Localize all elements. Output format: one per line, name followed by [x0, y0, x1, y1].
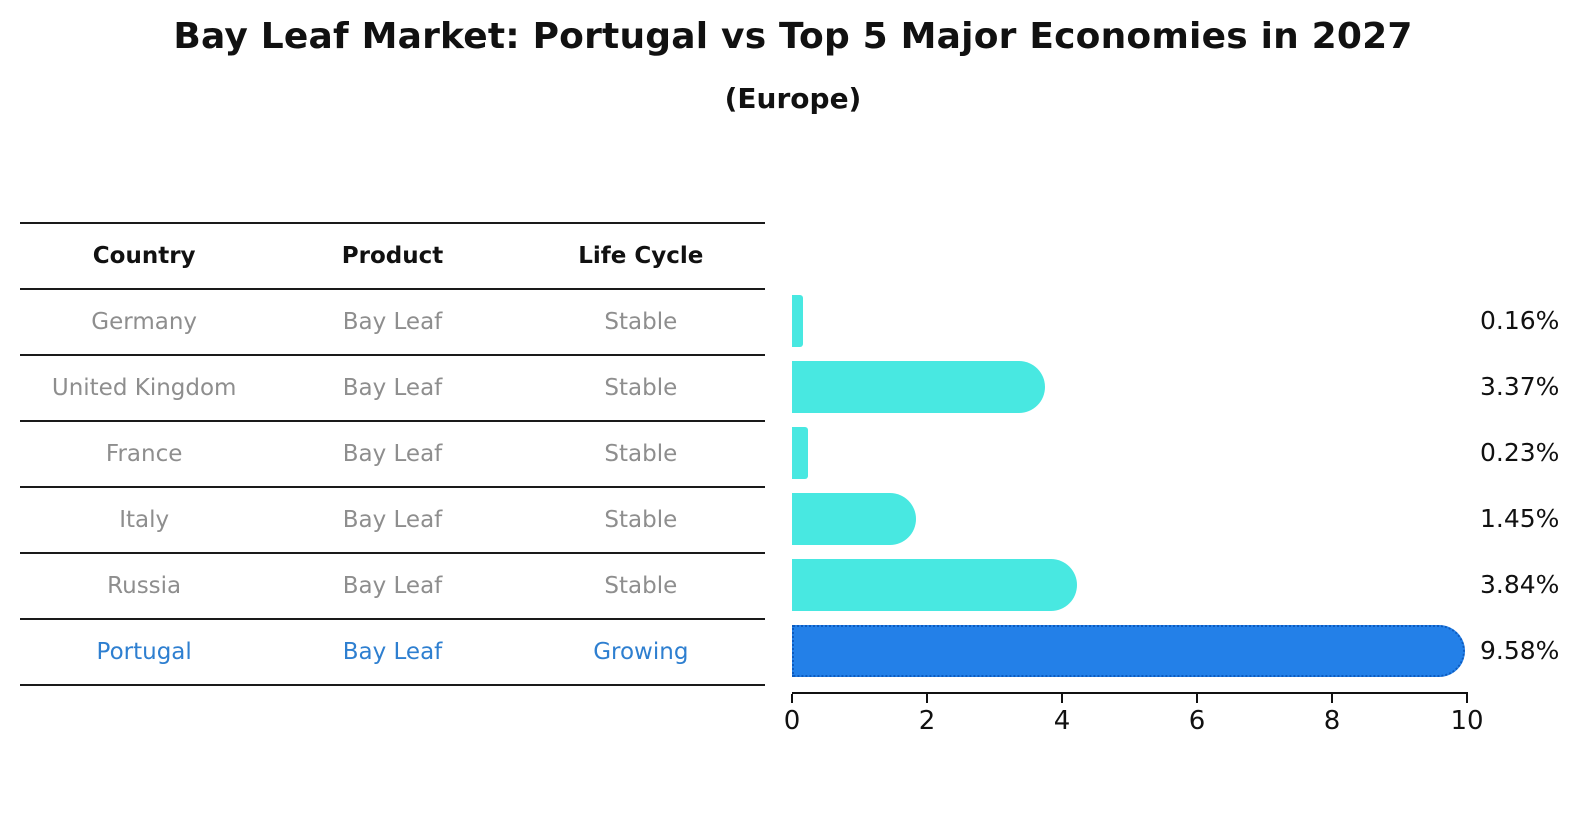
bar-value-label-united-kingdom: 3.37% [1480, 372, 1560, 401]
x-axis-tick-8 [1331, 694, 1333, 703]
cell-country: United Kingdom [51, 375, 237, 401]
bar-value-label-italy: 1.45% [1480, 504, 1560, 533]
cell-life-cycle: Stable [604, 441, 678, 467]
cell-country: Portugal [96, 639, 192, 665]
table-header-row: Country Product Life Cycle [20, 224, 765, 290]
column-header-product: Product [341, 243, 444, 269]
cell-product: Bay Leaf [342, 441, 443, 467]
x-axis-tick-6 [1196, 694, 1198, 703]
table-row-russia: Russia Bay Leaf Stable [20, 554, 765, 620]
column-header-country: Country [92, 243, 196, 269]
cell-product: Bay Leaf [342, 639, 443, 665]
column-header-life-cycle: Life Cycle [578, 243, 704, 269]
x-axis-tick-4 [1061, 694, 1063, 703]
chart-subtitle: (Europe) [724, 82, 862, 115]
x-axis-tick-2 [926, 694, 928, 703]
cell-country: Germany [91, 309, 198, 335]
cell-product: Bay Leaf [342, 573, 443, 599]
cell-product: Bay Leaf [342, 375, 443, 401]
table-row-italy: Italy Bay Leaf Stable [20, 488, 765, 554]
bar-value-label-portugal: 9.58% [1480, 636, 1560, 665]
bar-united-kingdom [792, 361, 1046, 413]
bar-value-label-france: 0.23% [1480, 438, 1560, 467]
bar-germany [792, 295, 803, 347]
x-axis-line [792, 692, 1468, 694]
x-axis-label-2: 2 [918, 706, 936, 736]
cell-product: Bay Leaf [342, 309, 443, 335]
table-row-france: France Bay Leaf Stable [20, 422, 765, 488]
country-info-table: Country Product Life Cycle Germany Bay L… [20, 222, 765, 686]
cell-life-cycle: Stable [604, 309, 678, 335]
x-axis-label-0: 0 [783, 706, 801, 736]
bar-value-label-russia: 3.84% [1480, 570, 1560, 599]
x-axis-tick-10 [1466, 694, 1468, 703]
bar-italy [792, 493, 916, 545]
cell-life-cycle: Stable [604, 375, 678, 401]
x-axis-label-8: 8 [1323, 706, 1341, 736]
table-row-united-kingdom: United Kingdom Bay Leaf Stable [20, 356, 765, 422]
chart-title: Bay Leaf Market: Portugal vs Top 5 Major… [173, 16, 1413, 57]
cell-life-cycle: Stable [604, 573, 678, 599]
cell-life-cycle: Growing [593, 639, 689, 665]
x-axis-tick-0 [791, 694, 793, 703]
bar-value-label-germany: 0.16% [1480, 306, 1560, 335]
x-axis-label-10: 10 [1450, 706, 1484, 736]
cell-country: France [105, 441, 183, 467]
bar-russia [792, 559, 1078, 611]
cell-country: Russia [107, 573, 182, 599]
x-axis-label-4: 4 [1053, 706, 1071, 736]
cell-product: Bay Leaf [342, 507, 443, 533]
cell-country: Italy [119, 507, 170, 533]
bar-france [792, 427, 808, 479]
x-axis-label-6: 6 [1188, 706, 1206, 736]
table-row-portugal: Portugal Bay Leaf Growing [20, 620, 765, 686]
table-row-germany: Germany Bay Leaf Stable [20, 290, 765, 356]
bar-portugal [792, 625, 1465, 677]
cell-life-cycle: Stable [604, 507, 678, 533]
